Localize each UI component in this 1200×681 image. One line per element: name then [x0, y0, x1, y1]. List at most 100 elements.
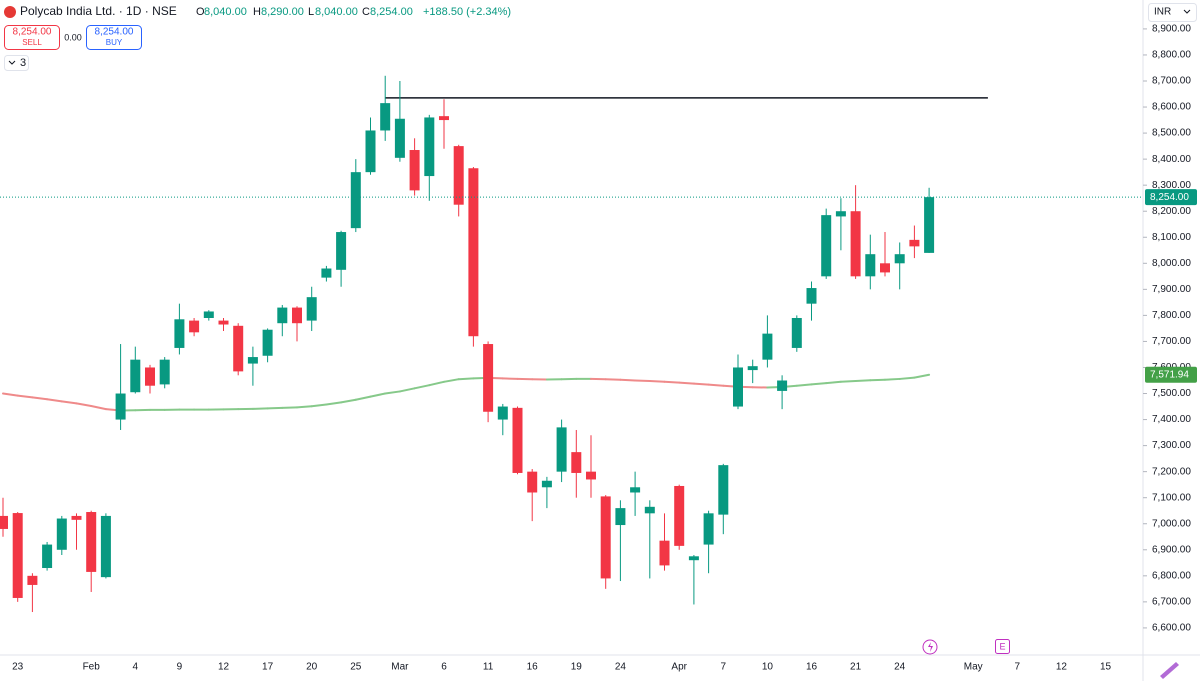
sell-label: SELL	[22, 38, 42, 47]
moving-average	[884, 377, 901, 381]
y-tick-label: 7,800.00	[1152, 310, 1191, 321]
plot	[0, 75, 1143, 613]
x-tick-label: Feb	[83, 662, 101, 673]
y-tick-label: 7,700.00	[1152, 336, 1191, 347]
moving-average	[854, 379, 872, 383]
candle-body	[909, 239, 920, 247]
moving-average	[340, 398, 357, 404]
x-tick-label: 16	[806, 662, 818, 673]
candle-body	[674, 485, 685, 546]
y-tick-label: 8,800.00	[1152, 50, 1191, 61]
candle-body	[791, 317, 802, 348]
moving-average	[707, 383, 725, 387]
moving-average	[2, 392, 19, 397]
candle-body	[439, 116, 449, 121]
moving-average	[898, 376, 916, 380]
candle-body	[12, 513, 23, 598]
candle-body	[218, 320, 229, 325]
x-tick-label: 7	[1015, 662, 1021, 673]
y-tick-label: 6,800.00	[1152, 570, 1191, 581]
moving-average	[369, 392, 387, 398]
candle-body	[703, 513, 714, 545]
x-tick-label: Mar	[391, 662, 409, 673]
y-tick-label: 8,600.00	[1152, 102, 1191, 113]
candle-body	[747, 366, 758, 371]
moving-average	[296, 405, 313, 409]
candle-body	[880, 263, 890, 273]
moving-average	[501, 377, 519, 380]
candle-body	[365, 130, 376, 173]
x-tick-label: 16	[527, 662, 539, 673]
earnings-icon[interactable]	[995, 639, 1010, 654]
sell-price: 8,254.00	[13, 27, 52, 38]
candle-body	[468, 168, 479, 337]
x-tick-label: 24	[615, 662, 627, 673]
y-tick-label: 8,900.00	[1152, 24, 1191, 35]
y-tick-label: 7,500.00	[1152, 388, 1191, 399]
x-tick-label: 24	[894, 662, 906, 673]
candle-body	[321, 268, 332, 278]
candle-body	[115, 393, 126, 420]
candle-body	[86, 512, 97, 572]
x-tick-label: 12	[218, 662, 230, 673]
sell-button[interactable]	[4, 25, 60, 50]
draw-icon[interactable]	[1160, 662, 1179, 679]
c-key: C	[362, 6, 370, 18]
change: +188.50 (+2.34%)	[423, 6, 511, 18]
candle-body	[556, 427, 567, 472]
candle-body	[71, 515, 82, 520]
candle-body	[497, 406, 508, 420]
y-tick-label: 7,400.00	[1152, 414, 1191, 425]
x-tick-label: May	[964, 662, 983, 673]
o-key: O	[196, 6, 205, 18]
y-tick-label: 8,200.00	[1152, 206, 1191, 217]
moving-average	[648, 380, 666, 383]
symbol[interactable]: Polycab India Ltd. · 1D · NSE	[20, 4, 177, 18]
moving-average	[604, 378, 622, 381]
x-tick-label: 12	[1056, 662, 1068, 673]
y-tick-label: 6,600.00	[1152, 623, 1191, 634]
y-tick-label: 6,700.00	[1152, 597, 1191, 608]
indicator-toggle[interactable]	[4, 55, 29, 71]
y-tick-label: 8,400.00	[1152, 154, 1191, 165]
ma-label: 7,571.94	[1150, 369, 1189, 380]
x-tick-label: Apr	[671, 662, 687, 673]
buy-button[interactable]	[86, 25, 142, 50]
candle-body	[630, 487, 641, 493]
indicator-count: 3	[20, 57, 26, 69]
y-tick-label: 7,300.00	[1152, 440, 1191, 451]
moving-average	[384, 390, 401, 395]
x-tick-label: 4	[133, 662, 139, 673]
y-tick-label: 7,000.00	[1152, 518, 1191, 529]
x-tick-label: 20	[306, 662, 318, 673]
buy-label: BUY	[106, 38, 123, 47]
moving-average	[31, 396, 49, 401]
candle-body	[688, 556, 699, 561]
candle-body	[27, 575, 38, 585]
candle-body	[586, 471, 596, 480]
y-tick-label: 7,200.00	[1152, 466, 1191, 477]
moving-average	[825, 380, 842, 385]
candle-body	[527, 471, 538, 493]
moving-average	[457, 377, 475, 381]
moving-average	[16, 394, 34, 399]
candle-body	[262, 329, 273, 356]
x-tick-label: 7	[721, 662, 727, 673]
moving-average	[795, 383, 813, 387]
moving-average	[619, 378, 637, 382]
x-tick-label: 23	[12, 662, 24, 673]
candle-body	[600, 496, 611, 579]
candle-body	[56, 518, 67, 550]
moving-average	[810, 382, 828, 386]
buy-price: 8,254.00	[95, 27, 134, 38]
moving-average	[443, 378, 460, 383]
candle-body	[512, 407, 523, 473]
moving-average	[692, 382, 710, 386]
candle-body	[174, 319, 185, 348]
x-tick-label: 17	[262, 662, 274, 673]
candle-body	[424, 117, 435, 177]
x-tick-label: 25	[350, 662, 362, 673]
currency-select[interactable]	[1148, 3, 1197, 22]
